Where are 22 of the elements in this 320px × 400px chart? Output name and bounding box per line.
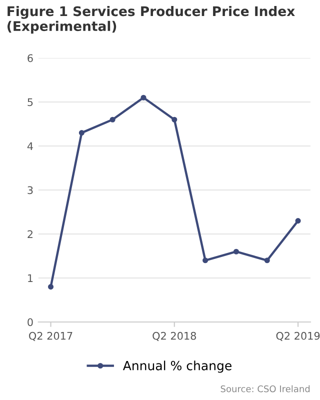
x-tick-label: Q2 2019 bbox=[276, 332, 320, 341]
y-tick-label: 6 bbox=[28, 54, 33, 62]
x-tick-label: Q2 2018 bbox=[152, 332, 196, 341]
point bbox=[110, 116, 116, 122]
chart-title: Figure 1 Services Producer Price Index (Experimental) bbox=[8, 6, 295, 34]
y-tick-label: 3 bbox=[28, 186, 33, 194]
source-note: Source: CSO Ireland bbox=[220, 385, 310, 392]
y-tick-label: 1 bbox=[28, 274, 33, 282]
legend-label: Annual % change bbox=[122, 360, 232, 373]
point bbox=[172, 116, 178, 122]
point bbox=[295, 218, 301, 224]
point bbox=[48, 284, 54, 290]
point bbox=[202, 258, 208, 264]
x-tick-label: Q2 2017 bbox=[29, 332, 72, 341]
point bbox=[264, 258, 270, 264]
point bbox=[140, 94, 146, 100]
y-tick-label: 4 bbox=[27, 142, 33, 150]
point bbox=[78, 130, 84, 136]
point bbox=[233, 248, 239, 254]
y-tick-label: 2 bbox=[28, 230, 32, 238]
y-tick-label: 5 bbox=[28, 98, 33, 106]
y-tick-label: 0 bbox=[28, 318, 33, 326]
